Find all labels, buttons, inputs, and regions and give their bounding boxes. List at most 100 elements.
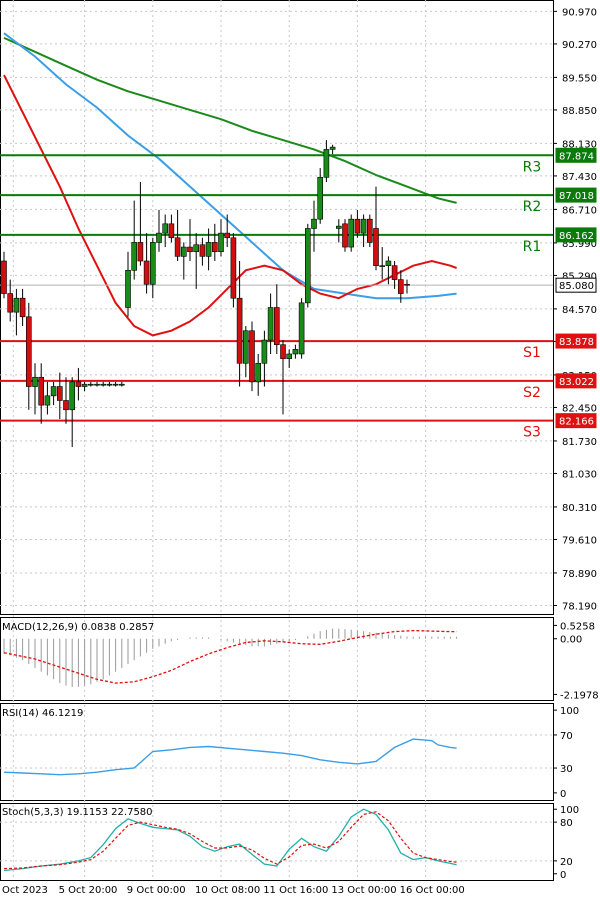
indicator-tick-label: 30 bbox=[560, 764, 573, 775]
candle-body bbox=[106, 383, 113, 386]
level-price-label-r1: 86.162 bbox=[559, 231, 594, 242]
candle-body bbox=[292, 349, 299, 355]
price-tick-label: 79.610 bbox=[562, 535, 597, 546]
candle-body bbox=[404, 283, 410, 286]
moving-average-line-1 bbox=[3, 32, 457, 300]
candle-body bbox=[224, 232, 230, 239]
time-axis-label: 11 Oct 16:00 bbox=[263, 885, 328, 896]
candle-body bbox=[193, 244, 199, 253]
price-tick-label: 85.290 bbox=[562, 271, 597, 282]
candle-body bbox=[280, 344, 286, 359]
level-price-label-r3: 87.874 bbox=[559, 151, 594, 162]
candle-body bbox=[230, 237, 237, 299]
rsi-line bbox=[3, 738, 457, 776]
candle-body bbox=[335, 225, 342, 229]
stoch-d-line bbox=[3, 811, 457, 870]
candle-body bbox=[397, 279, 404, 294]
candle-body bbox=[267, 307, 274, 341]
candle-body bbox=[304, 228, 311, 304]
time-axis-label: Oct 2023 bbox=[2, 885, 48, 896]
time-axis-label: 13 Oct 00:00 bbox=[331, 885, 396, 896]
candles bbox=[1, 140, 410, 447]
time-axis: Oct 2023 5 Oct 20:00 9 Oct 00:00 10 Oct 08:… bbox=[2, 885, 465, 896]
candle-body bbox=[212, 242, 218, 253]
candle-body bbox=[38, 376, 45, 406]
level-price-label-s3: 82.166 bbox=[559, 417, 594, 428]
candle-body bbox=[168, 223, 175, 239]
stoch-panel-frame bbox=[0, 803, 554, 881]
level-price-label-r1-box bbox=[555, 227, 597, 243]
price-tick-label: 85.990 bbox=[562, 239, 597, 250]
rsi-label: RSI(14) 46.1219 bbox=[2, 708, 83, 719]
candle-body bbox=[156, 232, 162, 243]
price-axis: 78.190 78.890 79.610 80.310 81.030 81.730 82.4… bbox=[553, 7, 597, 612]
current-price-label-box bbox=[555, 277, 597, 293]
indicator-tick-label: 0.5258 bbox=[560, 621, 595, 632]
candle-body bbox=[25, 316, 32, 387]
candle-body bbox=[298, 302, 305, 355]
candle-body bbox=[385, 260, 392, 266]
candle-body bbox=[379, 265, 386, 267]
candle-body bbox=[69, 381, 75, 411]
candle-body bbox=[329, 146, 336, 150]
candle-body bbox=[255, 362, 261, 383]
candle-body bbox=[373, 228, 379, 266]
candle-body bbox=[100, 383, 106, 386]
price-tick-label: 90.270 bbox=[562, 40, 597, 51]
indicator-tick-label: 0 bbox=[560, 789, 566, 800]
indicator-tick-label: 0 bbox=[560, 870, 566, 881]
indicator-tick-label: 100 bbox=[560, 805, 579, 816]
level-name-s3: S3 bbox=[523, 425, 541, 441]
candle-body bbox=[150, 242, 156, 285]
indicator-tick-label: -2.1978 bbox=[560, 690, 599, 701]
candle-body bbox=[311, 218, 317, 229]
candle-body bbox=[391, 265, 398, 280]
level-name-s1: S1 bbox=[523, 345, 541, 361]
time-axis-label: 16 Oct 00:00 bbox=[400, 885, 465, 896]
level-price-label-r3-box bbox=[555, 147, 597, 163]
candle-body bbox=[249, 330, 255, 383]
candle-body bbox=[112, 383, 119, 386]
price-tick-label: 81.030 bbox=[562, 469, 597, 480]
candle-body bbox=[143, 260, 150, 285]
candle-body bbox=[360, 218, 367, 234]
candle-body bbox=[261, 339, 268, 364]
macd-panel-frame bbox=[0, 617, 554, 701]
candle-body bbox=[205, 242, 212, 257]
price-tick-label: 81.730 bbox=[562, 437, 597, 448]
time-axis-label: 10 Oct 08:00 bbox=[195, 885, 260, 896]
candle-body bbox=[56, 386, 63, 401]
candle-body bbox=[243, 330, 249, 364]
candle-body bbox=[94, 383, 100, 386]
candle-body bbox=[187, 246, 193, 253]
current-price-label: 85.080 bbox=[559, 281, 594, 292]
level-name-r1: R1 bbox=[523, 239, 542, 255]
candle-body bbox=[366, 218, 373, 243]
candle-body bbox=[19, 297, 26, 318]
candle-body bbox=[348, 218, 355, 248]
candle-body bbox=[137, 242, 144, 262]
level-name-r2: R2 bbox=[523, 199, 542, 215]
price-tick-label: 80.310 bbox=[562, 503, 597, 514]
time-axis-label: 9 Oct 00:00 bbox=[127, 885, 186, 896]
moving-average-line-0 bbox=[3, 36, 457, 204]
candle-body bbox=[63, 400, 69, 411]
stoch-k-line bbox=[3, 808, 457, 872]
indicator-tick-label: 80 bbox=[560, 818, 573, 829]
level-price-label-s2-box bbox=[555, 373, 597, 389]
candle-body bbox=[32, 376, 38, 387]
price-tick-label: 88.850 bbox=[562, 106, 597, 117]
candle-body bbox=[181, 246, 187, 257]
candle-body bbox=[342, 223, 348, 248]
rsi-panel: 100 70 30 0 RSI(14) 46.1219 bbox=[0, 706, 579, 800]
time-axis-label: 5 Oct 20:00 bbox=[59, 885, 118, 896]
candle-body bbox=[125, 270, 131, 308]
macd-label: MACD(12,26,9) 0.0838 0.2857 bbox=[2, 622, 154, 633]
candle-body bbox=[44, 395, 51, 406]
candle-body bbox=[286, 353, 293, 359]
price-tick-label: 78.190 bbox=[562, 601, 597, 612]
stoch-panel: 100 80 20 0 Stoch(5,3,3) 19.1153 22.7580 bbox=[0, 805, 579, 881]
candle-body bbox=[50, 386, 57, 397]
candle-body bbox=[7, 293, 13, 313]
